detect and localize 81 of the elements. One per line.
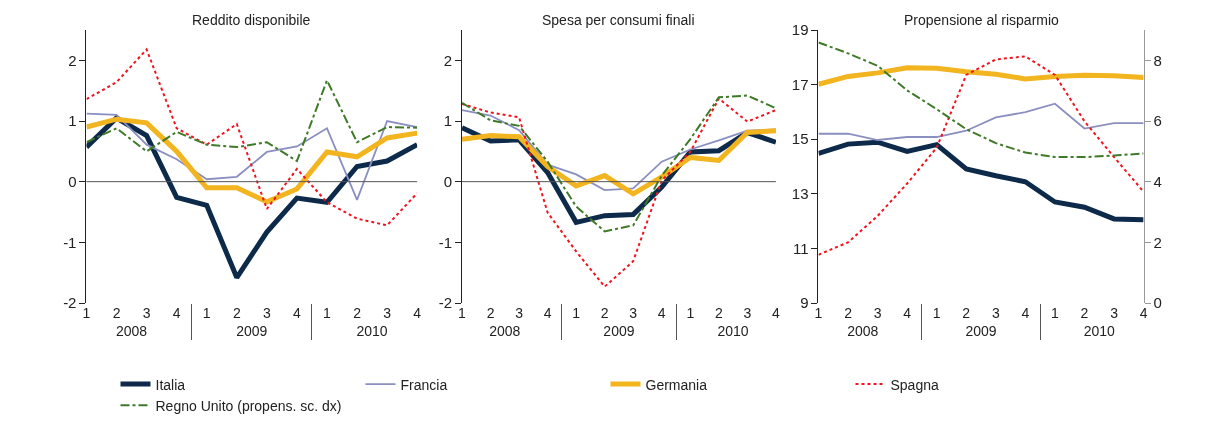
x-tick-label: 1 <box>572 305 581 321</box>
y-tick-label: 17 <box>791 75 809 93</box>
text: 2008 <box>115 323 148 339</box>
y-tick-label: -1 <box>63 233 77 251</box>
x-tick-label: 4 <box>543 305 552 321</box>
text: 2009 <box>603 323 635 339</box>
text: 2009 <box>965 323 997 339</box>
x-tick-label: 4 <box>1021 305 1030 321</box>
x-tick-label: 1 <box>82 305 91 321</box>
chart-title: Spesa per consumi finali <box>542 12 695 28</box>
text: 2009 <box>236 323 268 339</box>
legend-label: Spagna <box>890 376 939 393</box>
x-tick-label: 1 <box>814 305 823 321</box>
line-series <box>86 48 418 227</box>
x-tick-label: 2 <box>962 305 971 321</box>
line-series <box>462 94 776 233</box>
x-tick-label: 2 <box>844 305 853 321</box>
legend-label: Francia <box>400 376 448 393</box>
x-tick-label: 4 <box>172 305 181 321</box>
x-tick-label: 3 <box>991 305 1000 321</box>
y-tick-label: 0 <box>443 172 453 190</box>
x-tick-label: 2 <box>112 305 121 321</box>
y2-tick-label: 0 <box>1153 294 1162 312</box>
x-tick-label: 4 <box>1139 305 1148 321</box>
y-tick-label: -2 <box>438 294 453 312</box>
x-tick-label: 3 <box>142 305 151 321</box>
x-tick-label: 3 <box>873 305 882 321</box>
line-series <box>818 102 1144 141</box>
x-tick-label: 3 <box>743 305 752 321</box>
x-tick-label: 2 <box>600 305 609 321</box>
x-tick-label: 1 <box>932 305 941 321</box>
x-tick-label: 4 <box>413 305 422 321</box>
text: 2008 <box>489 323 521 339</box>
y-tick-label: -1 <box>438 233 453 251</box>
x-tick-label: 1 <box>1051 305 1060 321</box>
y-tick-label: 19 <box>791 21 809 39</box>
y-tick-label: -2 <box>63 294 77 312</box>
x-tick-label: 2 <box>486 305 495 321</box>
text: 2010 <box>717 323 749 339</box>
line-series <box>86 79 418 163</box>
y-tick-label: 1 <box>443 112 453 130</box>
x-tick-label: 3 <box>383 305 392 321</box>
y-tick-label: 0 <box>68 172 77 190</box>
x-tick-label: 1 <box>458 305 467 321</box>
y2-tick-label: 2 <box>1153 233 1162 251</box>
x-tick-label: 3 <box>1110 305 1119 321</box>
line-series <box>818 41 1144 159</box>
y-tick-label: 15 <box>791 130 809 148</box>
x-tick-label: 1 <box>686 305 695 321</box>
y-tick-label: 9 <box>800 294 809 312</box>
text: 2010 <box>1083 323 1116 339</box>
x-tick-label: 2 <box>353 305 362 321</box>
x-tick-label: 3 <box>629 305 638 321</box>
chart-title: Reddito disponibile <box>192 12 311 28</box>
x-tick-label: 2 <box>232 305 241 321</box>
x-tick-label: 1 <box>323 305 332 321</box>
x-tick-label: 4 <box>293 305 302 321</box>
x-tick-label: 1 <box>202 305 211 321</box>
chart-title: Propensione al risparmio <box>904 12 1060 28</box>
x-tick-label: 4 <box>903 305 912 321</box>
y-tick-label: 2 <box>68 51 77 69</box>
x-tick-label: 3 <box>515 305 524 321</box>
y2-tick-label: 4 <box>1153 172 1162 190</box>
x-tick-label: 2 <box>1080 305 1089 321</box>
y-tick-label: 2 <box>443 51 453 69</box>
text: 2008 <box>847 323 879 339</box>
x-tick-label: 4 <box>657 305 666 321</box>
x-tick-label: 2 <box>714 305 723 321</box>
y-tick-label: 11 <box>792 239 809 257</box>
legend-label: Italia <box>155 376 186 393</box>
line-series <box>462 97 776 288</box>
y2-tick-label: 8 <box>1153 51 1162 69</box>
y2-tick-label: 6 <box>1153 112 1162 130</box>
line-series <box>818 55 1144 256</box>
x-tick-label: 3 <box>262 305 271 321</box>
legend-label: Regno Unito (propens. sc. dx) <box>155 397 342 414</box>
y-tick-label: 1 <box>68 112 77 130</box>
x-tick-label: 4 <box>771 305 780 321</box>
legend-label: Germania <box>645 376 708 393</box>
y-tick-label: 13 <box>791 185 809 203</box>
text: 2010 <box>356 323 388 339</box>
